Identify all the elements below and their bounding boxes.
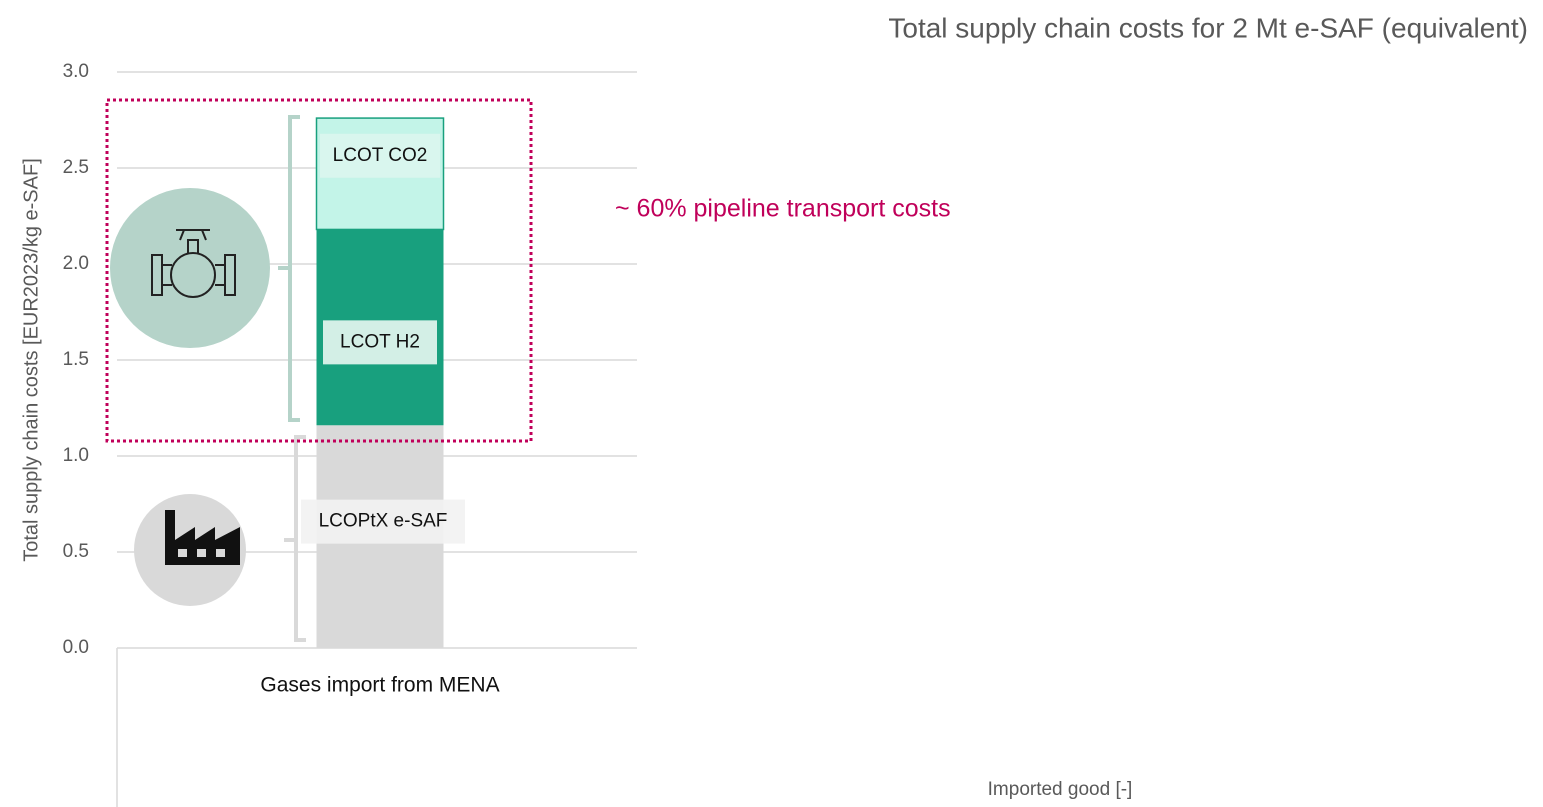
pipeline-icon-bg xyxy=(110,188,270,348)
segment-label: LCOT H2 xyxy=(340,331,420,352)
highlight-box xyxy=(105,98,533,443)
segment-label: LCOPtX e-SAF xyxy=(319,511,448,532)
y-tick-label: 0.0 xyxy=(63,637,89,658)
y-tick-label: 0.5 xyxy=(63,541,89,562)
annotation: ~ 60% pipeline transport costs xyxy=(615,195,951,223)
x-axis-label: Imported good [-] xyxy=(988,779,1133,800)
label-bg xyxy=(320,133,440,178)
y-axis-label: Total supply chain costs [EUR2023/kg e-S… xyxy=(20,158,42,562)
y-tick-label: 2.0 xyxy=(63,253,89,274)
x-tick-label: Gases import from MENA xyxy=(260,674,499,697)
bars: LCOPtX e-SAF LCOT H2 LCOT CO2 xyxy=(301,117,465,648)
factory-windows xyxy=(178,549,225,557)
bracket xyxy=(278,115,300,422)
valve-icon xyxy=(151,229,236,298)
y-tick-label: 1.0 xyxy=(63,445,89,466)
bracket xyxy=(284,435,306,642)
label-bg xyxy=(301,499,465,544)
chart-title: Total supply chain costs for 2 Mt e-SAF … xyxy=(888,12,1528,43)
segment-label: LCOT CO2 xyxy=(333,145,428,166)
y-tick-label: 1.5 xyxy=(63,349,89,370)
y-tick-label: 2.5 xyxy=(63,157,89,178)
y-tick-label: 3.0 xyxy=(63,61,89,82)
label-bg xyxy=(323,320,437,365)
